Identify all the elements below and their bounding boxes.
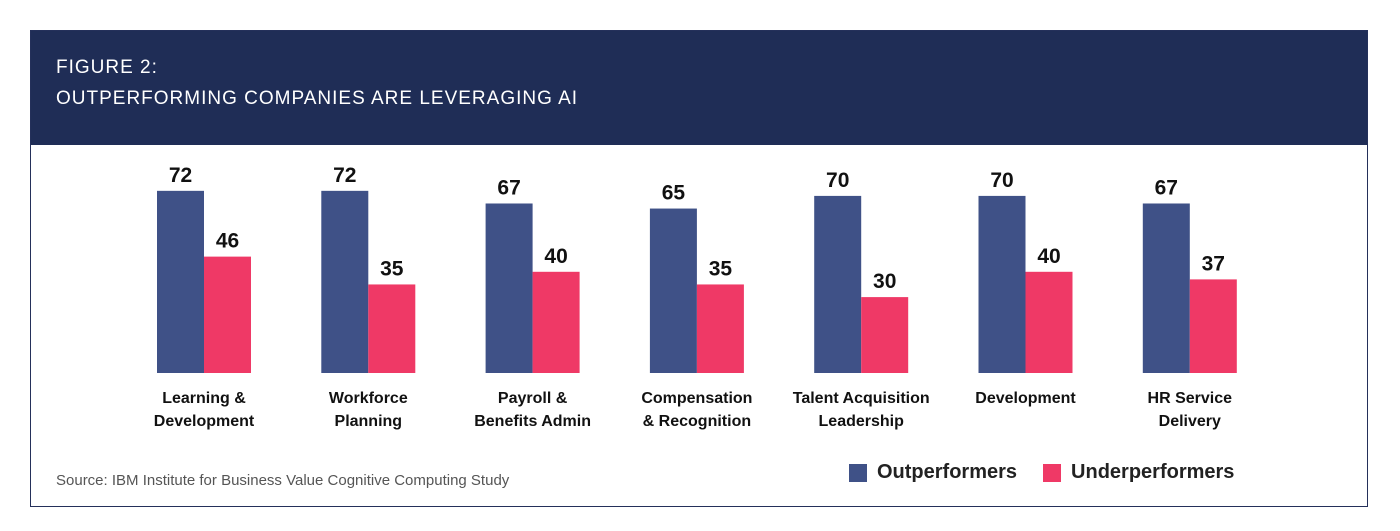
data-label-underperformers-5: 40 (1037, 245, 1060, 268)
data-label-underperformers-2: 40 (544, 245, 567, 268)
bar-outperformers-0 (157, 190, 204, 373)
bar-underperformers-5 (1025, 271, 1073, 373)
bar-outperformers-4 (814, 195, 862, 373)
figure-label: FIGURE 2: (56, 57, 158, 78)
data-label-outperformers-0: 72 (169, 164, 192, 187)
bar-outperformers-5 (978, 195, 1026, 373)
data-label-outperformers-2: 67 (497, 176, 520, 199)
bar-chart: 72 46 Learning & Development 72 35 Workforce Pl… (154, 164, 1237, 430)
data-label-underperformers-4: 30 (873, 270, 896, 293)
category-label-6: HR Service Delivery (1148, 390, 1233, 430)
data-label-outperformers-1: 72 (333, 164, 356, 187)
category-label-3: Compensation & Recognition (641, 390, 752, 430)
legend-swatch-outperformers (849, 463, 867, 482)
category-label-4: Talent Acquisition Leadership (793, 390, 930, 430)
data-label-underperformers-0: 46 (216, 230, 239, 253)
bar-underperformers-0 (204, 256, 251, 373)
data-label-underperformers-3: 35 (709, 257, 733, 280)
data-label-outperformers-6: 67 (1155, 176, 1178, 199)
legend-item-underperformers: Underperformers (1043, 461, 1234, 484)
data-label-outperformers-5: 70 (990, 169, 1013, 192)
figure-title: OUTPERFORMING COMPANIES ARE LEVERAGING A… (56, 88, 579, 109)
bar-outperformers-2 (485, 203, 533, 373)
data-label-outperformers-3: 65 (662, 182, 686, 205)
legend-label-outperformers: Outperformers (877, 461, 1018, 483)
bar-underperformers-1 (368, 284, 416, 373)
bar-outperformers-3 (649, 208, 697, 373)
data-label-underperformers-1: 35 (380, 257, 404, 280)
legend-swatch-underperformers (1043, 463, 1062, 482)
category-label-0: Learning & Development (154, 390, 255, 430)
figure-frame: FIGURE 2: OUTPERFORMING COMPANIES ARE LE… (30, 30, 1368, 507)
bar-underperformers-2 (532, 271, 580, 373)
legend-label-underperformers: Underperformers (1071, 461, 1235, 483)
bar-outperformers-6 (1142, 203, 1190, 373)
bar-underperformers-3 (696, 284, 744, 373)
data-label-underperformers-6: 37 (1202, 252, 1225, 275)
category-label-5: Development (975, 390, 1076, 407)
bar-underperformers-6 (1189, 279, 1237, 373)
figure-header: FIGURE 2: OUTPERFORMING COMPANIES ARE LE… (31, 31, 1367, 145)
chart-legend: Outperformers Underperformers (849, 461, 1260, 484)
category-label-2: Payroll & Benefits Admin (474, 390, 591, 430)
data-label-outperformers-4: 70 (826, 169, 849, 192)
category-label-1: Workforce Planning (329, 390, 408, 430)
legend-item-outperformers: Outperformers (849, 461, 1017, 484)
bar-outperformers-1 (321, 190, 369, 373)
source-note: Source: IBM Institute for Business Value… (56, 472, 510, 489)
bar-underperformers-4 (861, 297, 909, 373)
